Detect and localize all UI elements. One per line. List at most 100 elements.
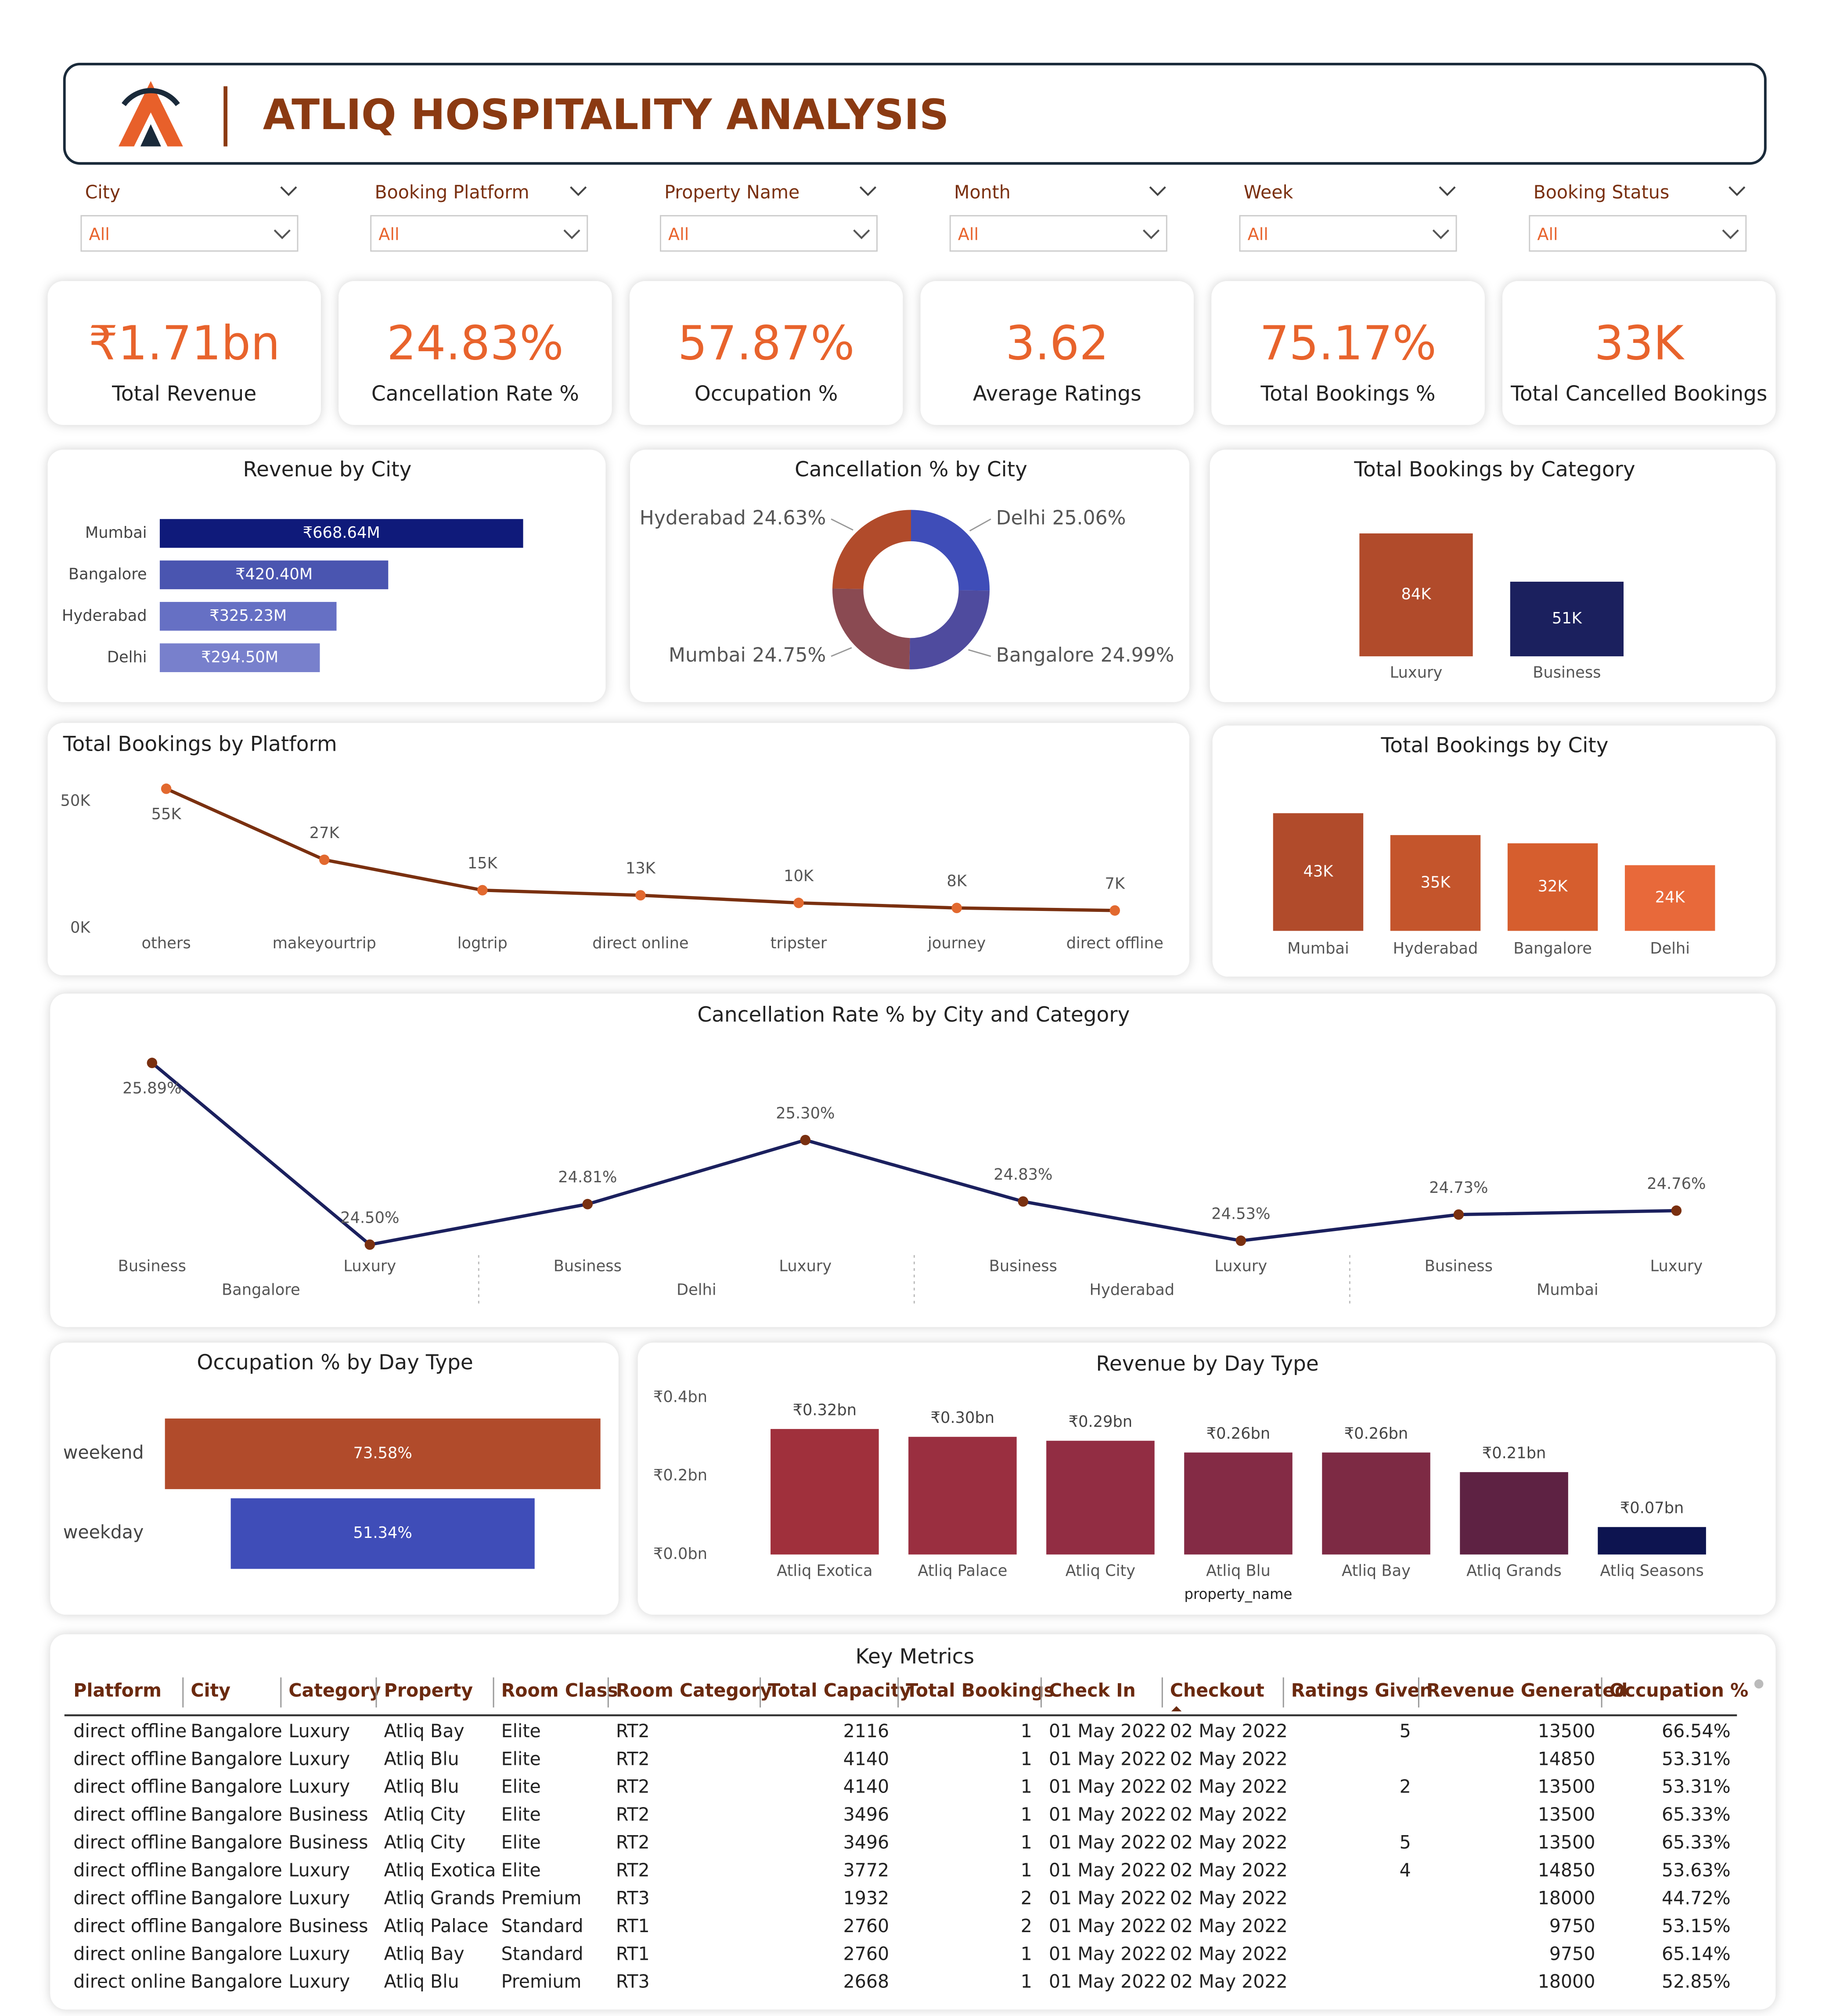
table-cell: 2	[1021, 1915, 1032, 1937]
table-cell: direct offline	[73, 1804, 187, 1825]
data-label: 24.81%	[558, 1168, 617, 1186]
table-cell: 18000	[1538, 1971, 1595, 1992]
marker	[1453, 1209, 1464, 1220]
card	[1210, 450, 1776, 702]
y-tick-label: Hyderabad	[62, 607, 147, 625]
data-label: 25.89%	[122, 1079, 181, 1097]
y-tick-label: Delhi	[107, 648, 147, 666]
filter-chevron	[1439, 186, 1456, 196]
filter-dropdown[interactable]	[659, 215, 878, 252]
table-cell: 3496	[843, 1804, 889, 1825]
filter-value: All	[89, 224, 110, 244]
filter-dropdown[interactable]	[949, 215, 1167, 252]
header-box	[63, 62, 1767, 165]
table-cell: 1	[1021, 1776, 1032, 1797]
data-label: ₹0.32bn	[793, 1401, 857, 1419]
table-cell: Premium	[501, 1887, 582, 1908]
donut-label: Mumbai 24.75%	[669, 644, 826, 666]
table-cell: direct offline	[73, 1860, 187, 1881]
table-cell: 1	[1021, 1971, 1032, 1992]
filter-chevron	[280, 186, 297, 196]
filter-label: City	[85, 182, 121, 203]
table-cell: 13500	[1538, 1776, 1595, 1797]
bar	[908, 1436, 1017, 1555]
table-cell: 13500	[1538, 1721, 1595, 1742]
data-label: 24.53%	[1211, 1205, 1270, 1223]
card	[630, 450, 1189, 702]
table-cell: RT2	[616, 1721, 650, 1742]
table-cell: Business	[288, 1804, 368, 1825]
filter-dropdown[interactable]	[370, 215, 588, 252]
table-cell: 3772	[843, 1860, 889, 1881]
table-cell: Atliq Bay	[384, 1721, 465, 1742]
leader-line	[831, 647, 852, 657]
table-cell: Atliq City	[384, 1832, 466, 1853]
table-cell: Elite	[501, 1776, 541, 1797]
category-label: Delhi	[996, 507, 1046, 529]
bar	[159, 602, 337, 631]
data-label: 84K	[1401, 585, 1432, 603]
kpi-value: 75.17%	[1260, 316, 1437, 371]
column-header: Room Class	[501, 1680, 618, 1701]
filter-chevron	[859, 186, 877, 196]
x-tick-label: Business	[1533, 663, 1601, 681]
table-cell: RT2	[616, 1748, 650, 1769]
table-cell: 02 May 2022	[1170, 1776, 1288, 1797]
table-cell: Luxury	[288, 1971, 350, 1992]
filter-dropdown[interactable]	[1239, 215, 1457, 252]
x-tick-label: Luxury	[1390, 663, 1443, 681]
bar	[1359, 533, 1473, 656]
data-label: 25.30%	[776, 1104, 835, 1122]
data-label: 24K	[1655, 888, 1685, 906]
table-cell: Bangalore	[191, 1748, 282, 1769]
filter-value: All	[1537, 224, 1558, 244]
table-cell: Bangalore	[191, 1860, 282, 1881]
sort-indicator	[1171, 1706, 1182, 1712]
filter-chevron	[853, 229, 870, 239]
table-cell: Elite	[501, 1860, 541, 1881]
scrollbar-thumb[interactable]	[1754, 1679, 1764, 1689]
filter-dropdown[interactable]	[80, 215, 299, 252]
table-cell: 01 May 2022	[1049, 1887, 1167, 1908]
marker	[582, 1199, 593, 1210]
table-cell: 66.54%	[1662, 1721, 1731, 1742]
data-label: ₹294.50M	[201, 648, 278, 666]
filter-dropdown[interactable]	[1529, 215, 1747, 252]
column-header: Property	[384, 1680, 473, 1701]
kpi-label: Total Revenue	[112, 382, 256, 406]
x-tick-label: Atliq Blu	[1206, 1562, 1271, 1580]
x-tick-label: logtrip	[457, 934, 508, 952]
table-cell: Bangalore	[191, 1887, 282, 1908]
table-cell: direct offline	[73, 1748, 187, 1769]
data-label: ₹668.64M	[303, 524, 380, 542]
table-cell: 18000	[1538, 1887, 1595, 1908]
data-label: ₹0.30bn	[931, 1409, 994, 1427]
table-cell: 4140	[843, 1776, 889, 1797]
chart-title: Total Bookings by City	[1381, 733, 1609, 757]
column-header: Total Capacity	[768, 1680, 911, 1701]
table-cell: 01 May 2022	[1049, 1776, 1167, 1797]
data-label: ₹0.26bn	[1206, 1425, 1270, 1443]
table-cell: 2116	[843, 1721, 889, 1742]
card	[50, 1634, 1776, 2010]
table-cell: Atliq Bay	[384, 1943, 465, 1964]
marker	[1018, 1196, 1029, 1207]
table-cell: 53.15%	[1662, 1915, 1731, 1937]
table-cell: 02 May 2022	[1170, 1915, 1288, 1937]
group-label: Bangalore	[222, 1281, 300, 1299]
table-cell: 01 May 2022	[1049, 1804, 1167, 1825]
funnel-bar	[230, 1498, 535, 1569]
data-label: 15K	[468, 854, 498, 872]
x-tick-label: Luxury	[343, 1257, 396, 1275]
donut-label: Delhi 25.06%	[996, 507, 1126, 529]
table-cell: 2668	[843, 1971, 889, 1992]
table-cell: 1932	[843, 1887, 889, 1908]
table-cell: 1	[1021, 1943, 1032, 1964]
x-tick-label: Bangalore	[1513, 940, 1592, 958]
chart-title: Revenue by City	[243, 457, 412, 482]
table-cell: Bangalore	[191, 1943, 282, 1964]
bar	[1510, 581, 1624, 656]
table-cell: direct offline	[73, 1776, 187, 1797]
donut-slice	[832, 588, 910, 670]
marker	[147, 1058, 158, 1068]
